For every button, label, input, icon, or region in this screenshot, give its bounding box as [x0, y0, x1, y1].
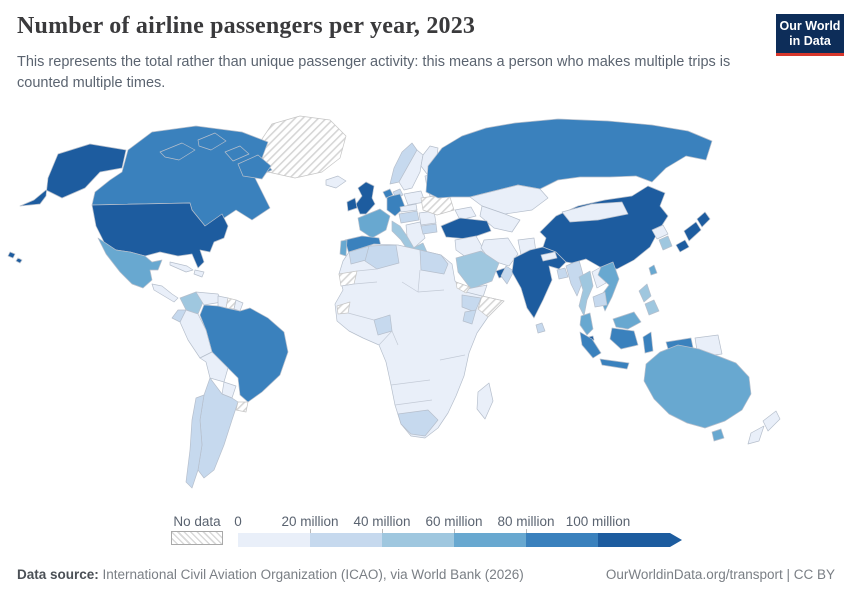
- data-source-text: International Civil Aviation Organizatio…: [98, 567, 524, 582]
- data-source-line: Data source: International Civil Aviatio…: [17, 567, 524, 582]
- country-cuba[interactable]: [169, 261, 194, 273]
- legend-tick-labels: 0 20 million 40 million 60 million 80 mi…: [234, 514, 708, 532]
- country-colombia[interactable]: [179, 291, 205, 315]
- owid-logo-line2: in Data: [789, 34, 831, 48]
- region-caucasus[interactable]: [454, 206, 477, 221]
- country-portugal[interactable]: [339, 239, 348, 257]
- country-iceland[interactable]: [325, 175, 347, 189]
- tick-60m: 60 million: [425, 514, 483, 529]
- country-new-zealand[interactable]: [747, 410, 781, 445]
- country-japan[interactable]: [675, 211, 711, 253]
- tick-80m: 80 million: [497, 514, 555, 529]
- legend-no-data: No data: [171, 514, 223, 545]
- country-greenland[interactable]: [257, 115, 347, 179]
- legend-swatch-80-100m[interactable]: [526, 529, 598, 547]
- region-hispaniola[interactable]: [193, 269, 205, 278]
- no-data-swatch[interactable]: [171, 531, 223, 545]
- country-bangladesh[interactable]: [556, 267, 569, 280]
- country-india[interactable]: [511, 246, 567, 319]
- country-united-kingdom[interactable]: [355, 181, 376, 215]
- country-south-africa[interactable]: [397, 409, 439, 437]
- country-taiwan[interactable]: [648, 264, 658, 276]
- country-united-states-hawaii[interactable]: [7, 251, 23, 264]
- country-mexico[interactable]: [97, 237, 163, 289]
- country-ecuador[interactable]: [171, 309, 187, 323]
- tick-20m: 20 million: [281, 514, 339, 529]
- owid-logo[interactable]: Our World in Data: [776, 14, 844, 56]
- region-central-america[interactable]: [151, 283, 179, 303]
- owid-link[interactable]: OurWorldinData.org/transport | CC BY: [605, 567, 835, 582]
- country-madagascar[interactable]: [476, 382, 494, 420]
- country-algeria[interactable]: [364, 244, 400, 270]
- data-source-label: Data source:: [17, 567, 99, 582]
- legend-color-bar: [238, 529, 708, 547]
- legend-swatch-20-40m[interactable]: [310, 529, 382, 547]
- country-united-states-alaska[interactable]: [19, 143, 127, 207]
- country-cambodia[interactable]: [592, 291, 608, 308]
- owid-logo-line1: Our World: [779, 19, 841, 33]
- country-australia[interactable]: [643, 344, 752, 429]
- country-egypt[interactable]: [419, 249, 449, 275]
- page-subtitle: This represents the total rather than un…: [17, 54, 731, 91]
- region-western-sahara[interactable]: [338, 270, 358, 287]
- region-austria-hungary[interactable]: [398, 210, 420, 224]
- country-chile[interactable]: [185, 394, 205, 489]
- country-south-korea[interactable]: [658, 235, 673, 251]
- country-france[interactable]: [357, 208, 391, 239]
- country-thailand[interactable]: [578, 270, 594, 317]
- country-mongolia[interactable]: [561, 201, 629, 223]
- country-bulgaria[interactable]: [420, 223, 438, 235]
- country-australia-tasmania[interactable]: [711, 428, 725, 442]
- tick-0: 0: [234, 514, 242, 529]
- legend-swatch-60-80m[interactable]: [454, 529, 526, 547]
- country-china[interactable]: [539, 185, 669, 270]
- legend-swatch-40-60m[interactable]: [382, 529, 454, 547]
- tick-40m: 40 million: [353, 514, 411, 529]
- country-sri-lanka[interactable]: [535, 322, 546, 334]
- region-central-asia[interactable]: [479, 205, 521, 233]
- country-philippines[interactable]: [638, 283, 660, 316]
- page-title: Number of airline passengers per year, 2…: [17, 13, 476, 39]
- country-malaysia[interactable]: [579, 311, 642, 336]
- legend-swatch-100m-plus[interactable]: [598, 533, 682, 547]
- country-russia[interactable]: [425, 118, 713, 199]
- no-data-label: No data: [173, 514, 221, 529]
- region-french-guiana[interactable]: [233, 299, 244, 312]
- country-germany[interactable]: [386, 193, 406, 217]
- country-turkey[interactable]: [440, 217, 492, 240]
- legend-scale: 0 20 million 40 million 60 million 80 mi…: [234, 514, 708, 547]
- map-legend: No data 0 20 million 40 million 60 milli…: [0, 514, 850, 556]
- country-nepal[interactable]: [540, 251, 558, 262]
- country-ireland[interactable]: [346, 197, 358, 212]
- region-czech-slovakia[interactable]: [399, 203, 418, 213]
- country-canada-arctic-islands[interactable]: [159, 132, 272, 180]
- country-netherlands[interactable]: [382, 188, 394, 199]
- country-oman[interactable]: [500, 265, 515, 285]
- region-balkans[interactable]: [405, 221, 426, 249]
- country-uruguay[interactable]: [235, 401, 249, 413]
- country-north-korea[interactable]: [651, 224, 669, 240]
- tick-100m: 100 million: [565, 514, 631, 529]
- legend-swatch-0-20m[interactable]: [238, 533, 310, 547]
- country-somalia[interactable]: [477, 295, 505, 318]
